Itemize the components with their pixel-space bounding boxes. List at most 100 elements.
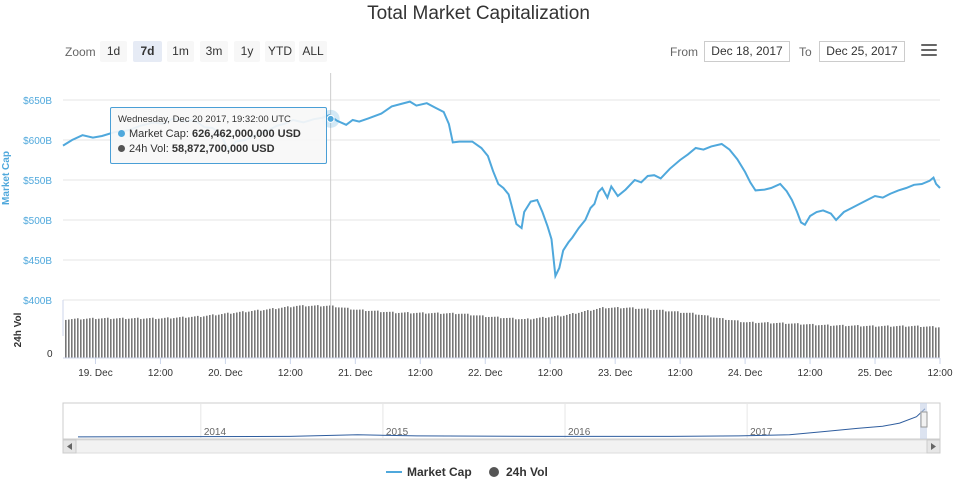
volume-bar bbox=[491, 316, 493, 358]
volume-bar bbox=[308, 306, 310, 358]
volume-bar bbox=[779, 322, 781, 358]
volume-bar bbox=[80, 319, 82, 358]
zoom-1d-button[interactable]: 1d bbox=[100, 41, 127, 62]
x-tick-label: 24. Dec bbox=[728, 368, 762, 379]
volume-bar bbox=[365, 311, 367, 358]
volume-bar bbox=[398, 312, 400, 358]
zoom-3m-button[interactable]: 3m bbox=[200, 41, 228, 62]
volume-bar bbox=[233, 313, 235, 358]
tooltip-volume-value: 58,872,700,000 USD bbox=[171, 143, 275, 155]
volume-bar bbox=[107, 317, 109, 358]
volume-bar bbox=[317, 305, 319, 358]
zoom-all-button[interactable]: ALL bbox=[299, 41, 327, 62]
volume-bar bbox=[560, 316, 562, 358]
volume-bar bbox=[311, 305, 313, 358]
volume-bar bbox=[875, 326, 877, 358]
volume-bar bbox=[416, 312, 418, 358]
navigator-scrollbar[interactable] bbox=[62, 439, 941, 454]
volume-bar bbox=[332, 305, 334, 358]
to-date-input[interactable]: Dec 25, 2017 bbox=[819, 41, 905, 62]
volume-bar bbox=[665, 311, 667, 358]
volume-bar bbox=[428, 313, 430, 358]
volume-bar bbox=[764, 322, 766, 358]
volume-bar bbox=[914, 325, 916, 358]
volume-dot-icon bbox=[118, 145, 125, 152]
from-date-input[interactable]: Dec 18, 2017 bbox=[704, 41, 790, 62]
volume-bar bbox=[920, 326, 922, 358]
volume-bar bbox=[563, 315, 565, 358]
x-axis-ticks: 19. Dec 12:00 20. Dec 12:00 21. Dec 12:00 22. … bbox=[78, 358, 953, 379]
volume-bar bbox=[434, 312, 436, 358]
volume-bar bbox=[851, 325, 853, 358]
zoom-7d-button[interactable]: 7d bbox=[133, 41, 162, 62]
volume-bar bbox=[575, 313, 577, 358]
volume-bar bbox=[869, 325, 871, 358]
volume-bar bbox=[437, 312, 439, 358]
volume-bar bbox=[677, 311, 679, 358]
volume-bar bbox=[713, 317, 715, 358]
volume-bar bbox=[356, 309, 358, 358]
chart-menu-icon[interactable] bbox=[921, 44, 937, 58]
hover-tooltip: Wednesday, Dec 20 2017, 19:32:00 UTC Mar… bbox=[110, 107, 327, 164]
volume-bar bbox=[797, 323, 799, 358]
volume-bar bbox=[785, 323, 787, 358]
volume-bar bbox=[830, 325, 832, 358]
chart-title: Total Market Capitalization bbox=[367, 3, 590, 24]
volume-bar bbox=[329, 305, 331, 358]
legend-market-cap[interactable]: Market Cap bbox=[407, 465, 472, 479]
volume-bar bbox=[146, 318, 148, 358]
volume-bar bbox=[668, 311, 670, 358]
volume-bar bbox=[377, 310, 379, 358]
volume-bar bbox=[917, 325, 919, 358]
volume-bar bbox=[443, 313, 445, 358]
volume-bar bbox=[350, 309, 352, 358]
volume-bar bbox=[878, 326, 880, 358]
legend-volume[interactable]: 24h Vol bbox=[506, 465, 548, 479]
volume-bar bbox=[143, 318, 145, 358]
volume-bar bbox=[815, 325, 817, 358]
volume-bar bbox=[404, 312, 406, 358]
navigator-year-label: 2016 bbox=[568, 427, 591, 438]
x-tick-label: 19. Dec bbox=[78, 368, 112, 379]
volume-bar bbox=[680, 312, 682, 358]
volume-bar bbox=[386, 311, 388, 358]
volume-bar bbox=[728, 320, 730, 358]
volume-bar bbox=[110, 319, 112, 358]
volume-bar bbox=[548, 317, 550, 358]
volume-bar bbox=[674, 311, 676, 358]
volume-bar bbox=[926, 326, 928, 358]
zoom-1m-button[interactable]: 1m bbox=[167, 41, 194, 62]
x-tick-label: 12:00 bbox=[278, 368, 303, 379]
volume-bar bbox=[68, 319, 70, 358]
volume-bar bbox=[272, 308, 274, 358]
zoom-ytd-button[interactable]: YTD bbox=[265, 41, 295, 62]
zoom-1y-button[interactable]: 1y bbox=[234, 41, 260, 62]
volume-bar bbox=[95, 319, 97, 358]
volume-bar bbox=[782, 322, 784, 358]
volume-bar bbox=[872, 325, 874, 358]
hover-point bbox=[326, 114, 335, 123]
volume-bar bbox=[707, 315, 709, 358]
volume-bar bbox=[737, 320, 739, 358]
volume-bar bbox=[644, 308, 646, 358]
volume-bar bbox=[137, 317, 139, 358]
volume-bar bbox=[773, 323, 775, 358]
volume-bar bbox=[515, 319, 517, 358]
volume-bar bbox=[731, 320, 733, 358]
volume-bar bbox=[188, 317, 190, 358]
x-tick-label: 21. Dec bbox=[338, 368, 372, 379]
x-tick-label: 23. Dec bbox=[598, 368, 632, 379]
y-tick-label: $650B bbox=[23, 96, 52, 107]
volume-bar bbox=[467, 313, 469, 358]
volume-axis-label: 24h Vol bbox=[13, 312, 24, 347]
volume-bar bbox=[218, 314, 220, 358]
volume-bar bbox=[206, 315, 208, 358]
volume-bar bbox=[263, 310, 265, 358]
x-tick-label: 12:00 bbox=[148, 368, 173, 379]
volume-bar bbox=[551, 316, 553, 358]
volume-bar bbox=[602, 307, 604, 358]
volume-bar bbox=[227, 312, 229, 358]
navigator-handle[interactable] bbox=[920, 411, 928, 428]
volume-bar bbox=[845, 326, 847, 358]
volume-bar bbox=[167, 317, 169, 358]
